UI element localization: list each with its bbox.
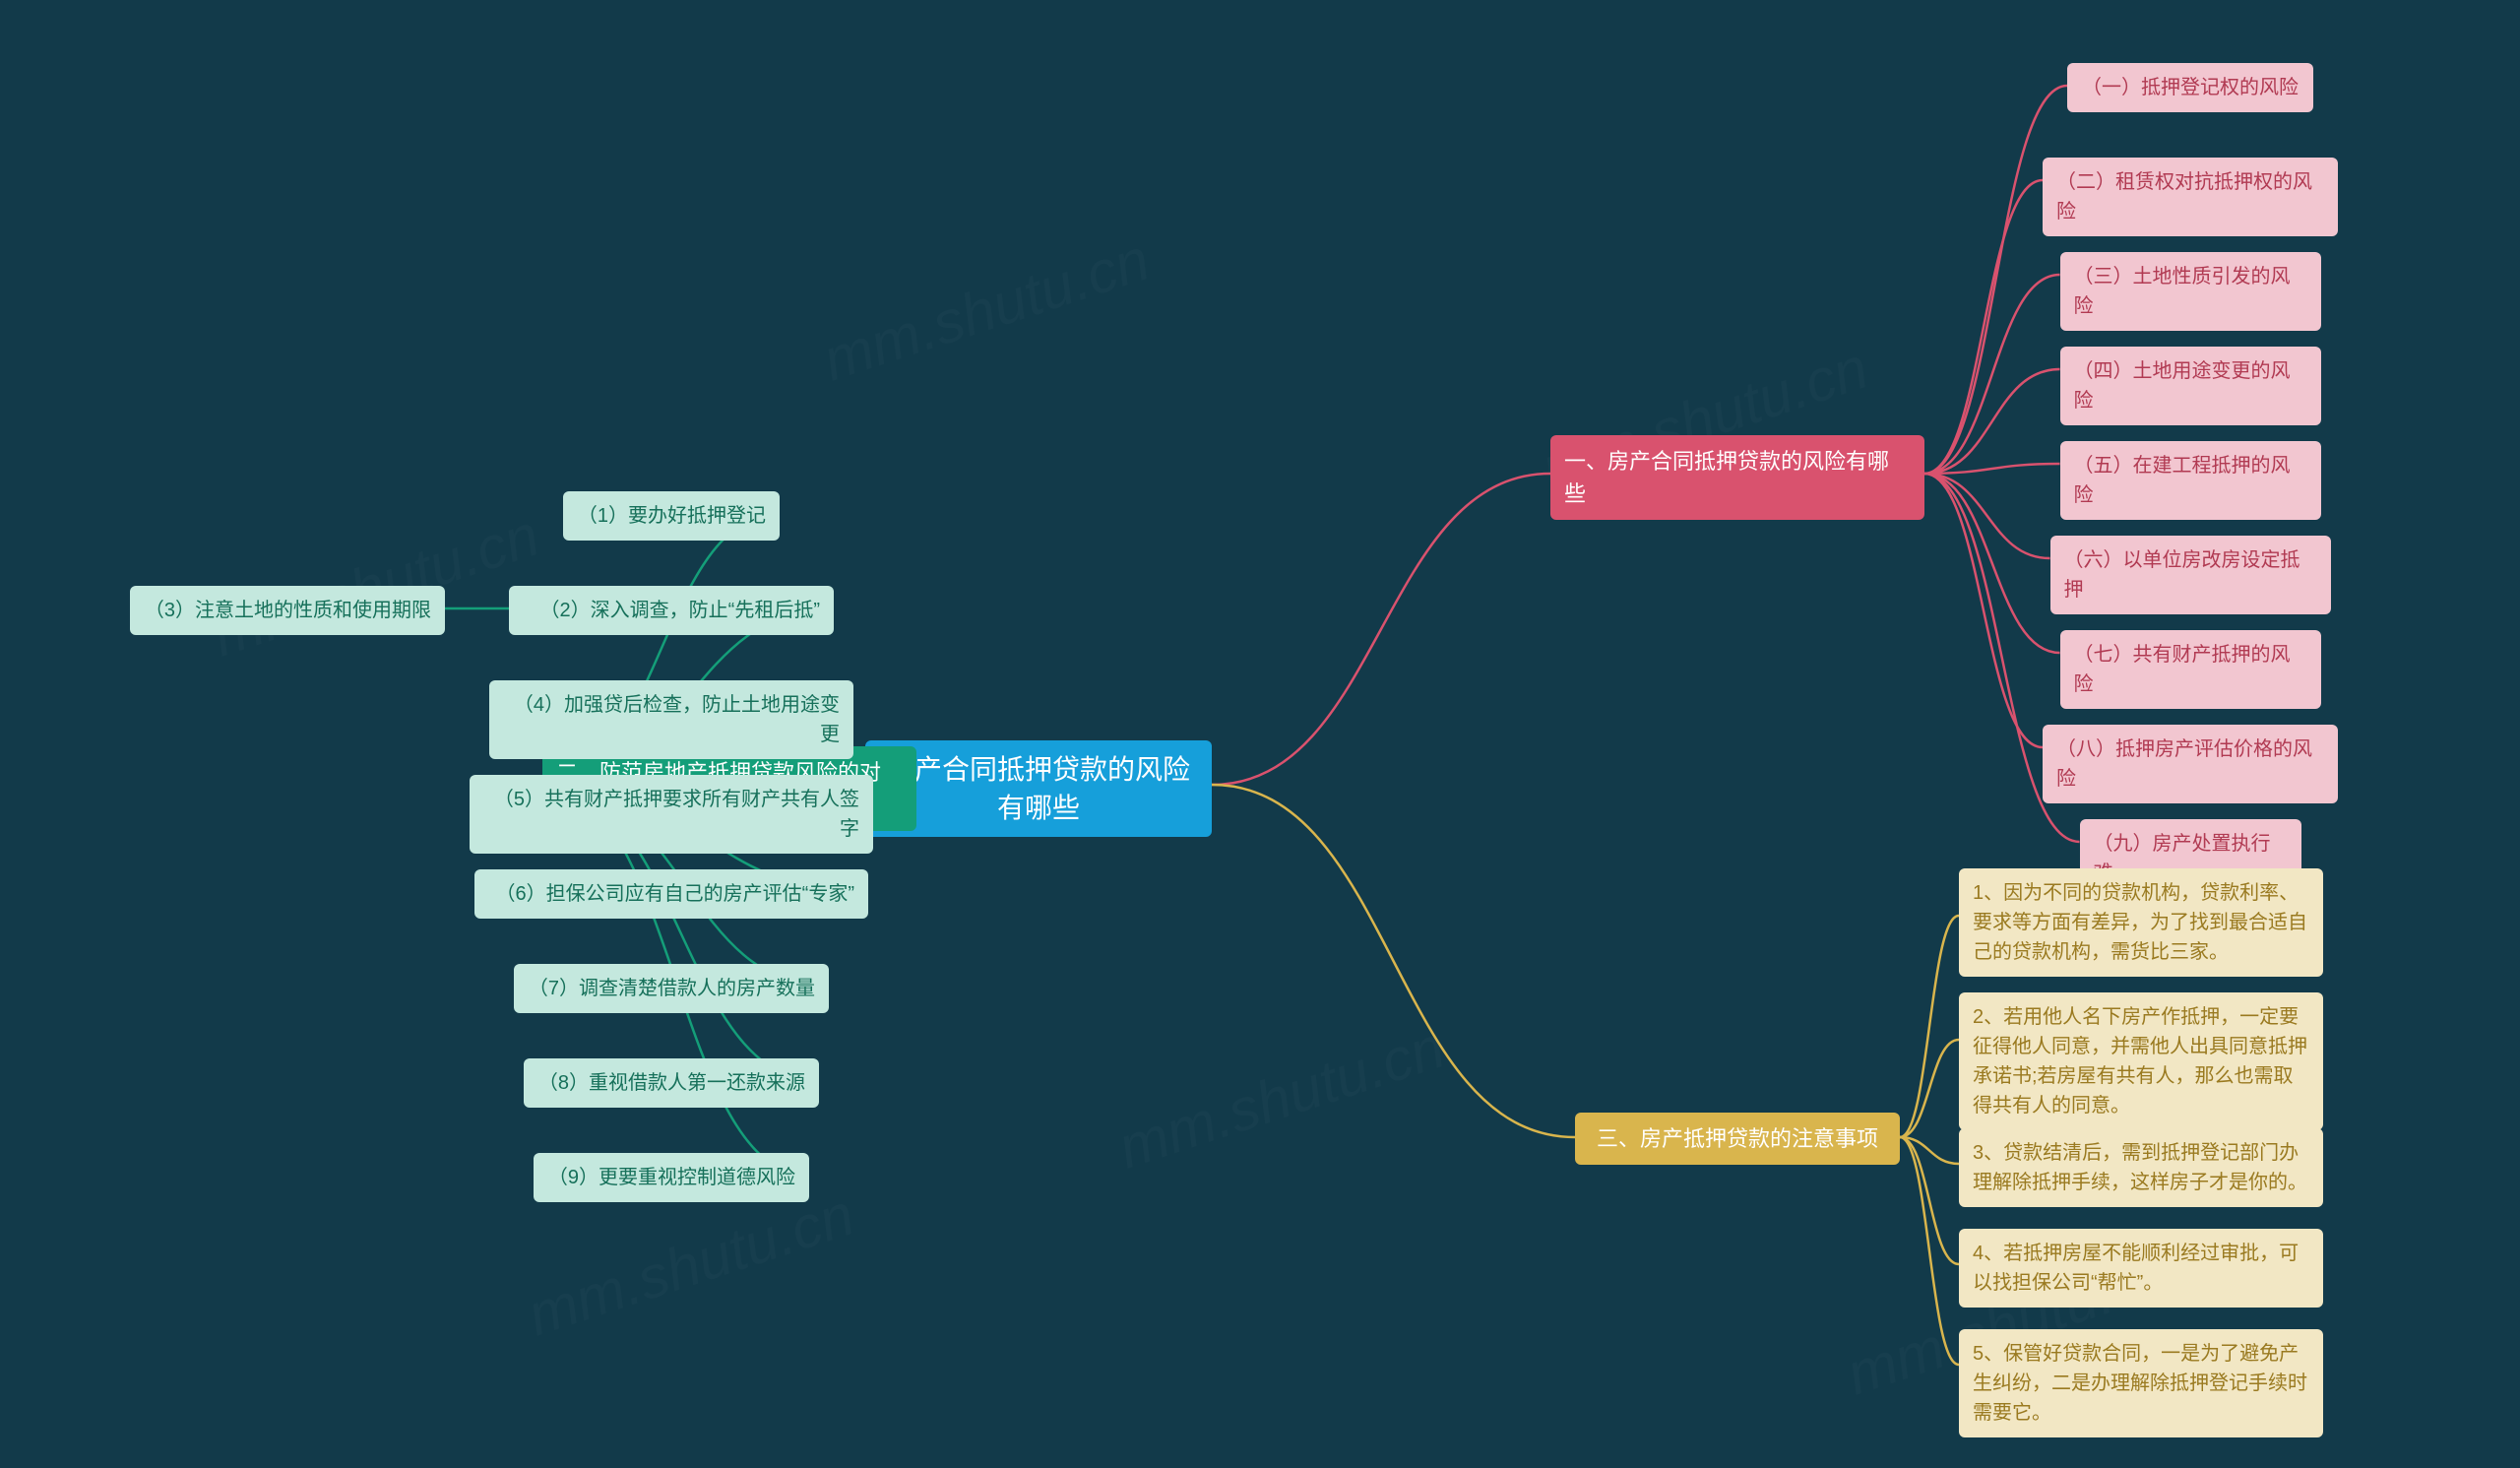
b3-leaf-2: 3、贷款结清后，需到抵押登记部门办理解除抵押手续，这样房子才是你的。 xyxy=(1959,1128,2323,1207)
b1-leaf-2: （三）土地性质引发的风险 xyxy=(2060,252,2321,331)
mindmap-canvas: mm.shutu.cnmm.shutu.cnmm.shutu.cnmm.shut… xyxy=(0,0,2520,1468)
b3: 三、房产抵押贷款的注意事项 xyxy=(1575,1113,1900,1165)
b1-leaf-1: （二）租赁权对抗抵押权的风险 xyxy=(2043,158,2338,236)
b1: 一、房产合同抵押贷款的风险有哪些 xyxy=(1550,435,1924,520)
b2-leaf-3: （5）共有财产抵押要求所有财产共有人签字 xyxy=(470,775,873,854)
b1-leaf-5: （六）以单位房改房设定抵押 xyxy=(2050,536,2331,614)
b2-leaf-5: （7）调查清楚借款人的房产数量 xyxy=(514,964,829,1013)
b2-leaf-7: （9）更要重视控制道德风险 xyxy=(534,1153,809,1202)
watermark: mm.shutu.cn xyxy=(520,1181,862,1350)
root-node: 房产合同抵押贷款的风险有哪些 xyxy=(865,740,1212,837)
b2-leaf-0: （1）要办好抵押登记 xyxy=(563,491,780,541)
b1-leaf-0: （一）抵押登记权的风险 xyxy=(2067,63,2313,112)
b2-leaf-2: （4）加强贷后检查，防止土地用途变更 xyxy=(489,680,853,759)
b1-leaf-3: （四）土地用途变更的风险 xyxy=(2060,347,2321,425)
b3-leaf-4: 5、保管好贷款合同，一是为了避免产生纠纷，二是办理解除抵押登记手续时需要它。 xyxy=(1959,1329,2323,1437)
b1-leaf-6: （七）共有财产抵押的风险 xyxy=(2060,630,2321,709)
watermark: mm.shutu.cn xyxy=(1110,1013,1453,1182)
b3-leaf-1: 2、若用他人名下房产作抵押，一定要征得他人同意，并需他人出具同意抵押承诺书;若房… xyxy=(1959,992,2323,1130)
b3-leaf-0: 1、因为不同的贷款机构，贷款利率、要求等方面有差异，为了找到最合适自己的贷款机构… xyxy=(1959,868,2323,977)
b3-leaf-3: 4、若抵押房屋不能顺利经过审批，可以找担保公司“帮忙”。 xyxy=(1959,1229,2323,1308)
b2-leaf-6: （8）重视借款人第一还款来源 xyxy=(524,1058,819,1108)
b2-leaf-4: （6）担保公司应有自己的房产评估“专家” xyxy=(474,869,868,919)
b1-leaf-7: （八）抵押房产评估价格的风险 xyxy=(2043,725,2338,803)
watermark: mm.shutu.cn xyxy=(815,225,1158,395)
b2-leaf-1-sub: （3）注意土地的性质和使用期限 xyxy=(130,586,445,635)
b2-leaf-1: （2）深入调查，防止“先租后抵” xyxy=(509,586,834,635)
b1-leaf-4: （五）在建工程抵押的风险 xyxy=(2060,441,2321,520)
